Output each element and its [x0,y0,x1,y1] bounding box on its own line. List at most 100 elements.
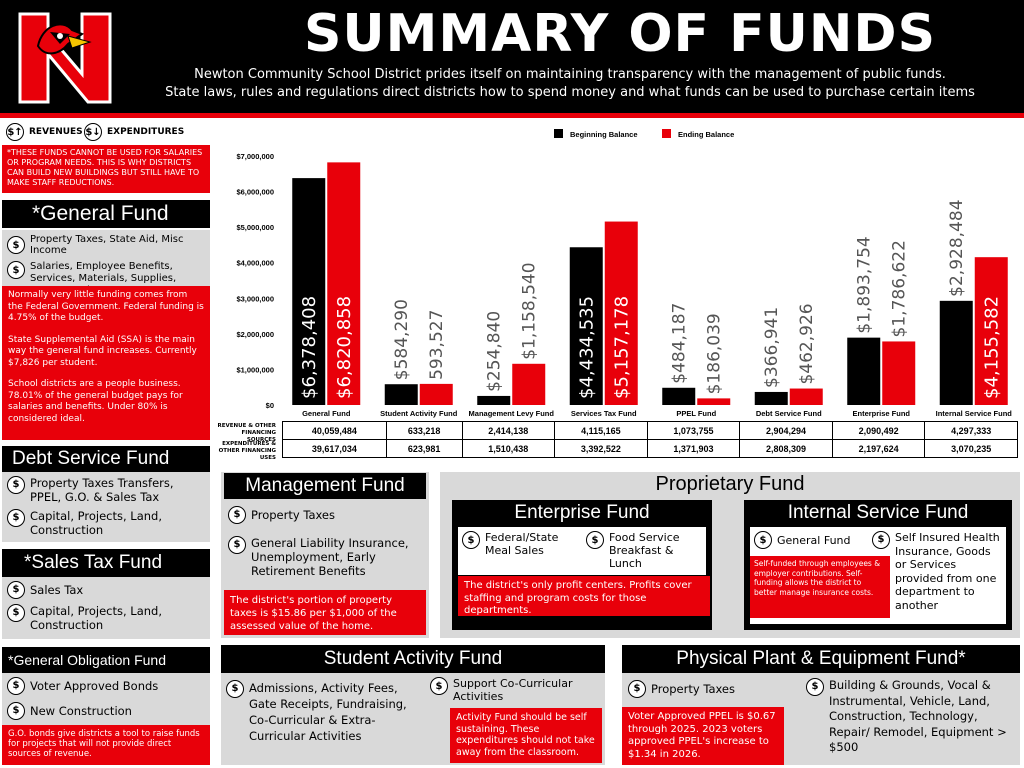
bar-ending [419,383,453,405]
header-divider [0,113,1024,118]
internal-expenditure: $ Self Insured Health Insurance, Goods or… [872,531,1002,612]
expenditure-dollar-icon: $ [228,536,246,554]
data-label: 593,527 [427,310,447,380]
financing-table: 40,059,484 633,218 2,414,138 4,115,165 1,073… [282,421,1018,458]
data-label: $462,926 [797,303,817,384]
bar-beginning [662,387,696,405]
bar-beginning [569,247,603,405]
go-fund-note: G.O. bonds give districts a tool to rais… [2,725,210,765]
data-label: $5,157,178 [611,296,632,399]
bar-beginning [939,300,973,405]
bar-ending [789,388,823,405]
internal-service-title: Internal Service Fund [787,502,969,523]
data-label: $1,158,540 [520,262,540,359]
student-activity-note: Activity Fund should be self sustaining.… [450,708,602,763]
expenditure-dollar-icon: $ [7,702,25,720]
data-label: $1,786,622 [890,240,910,337]
enterprise-fund-title: Enterprise Fund [514,502,650,523]
table-cell: 1,371,903 [646,439,741,458]
fund-balance-chart: $0 $1,000,000 $2,000,000 $3,000,000 $4,000,0… [236,129,1013,418]
student-activity-revenue: $ Admissions, Activity Fees, Gate Receipt… [226,680,422,744]
category-label: PPEL Fund [676,409,716,418]
revenue-dollar-icon: $ [228,506,246,524]
sales-tax-title: *Sales Tax Fund [2,549,210,577]
restriction-note: *THESE FUNDS CANNOT BE USED FOR SALARIES… [2,145,210,193]
table-cell: 2,197,624 [831,439,926,458]
table-cell: 633,218 [385,421,463,440]
bar-beginning [477,395,511,405]
debt-service-body: $ Property Taxes Transfers, PPEL, G.O. & … [2,472,210,542]
data-label: $584,290 [392,299,412,380]
data-label: $4,155,582 [981,296,1002,399]
revenue-dollar-icon: $ [226,680,244,698]
y-tick-label: $4,000,000 [236,259,274,268]
bar-beginning [292,178,326,405]
revenue-dollar-icon: $ [7,236,25,254]
revenue-dollar-icon: $ [628,680,646,698]
data-label: $6,378,408 [299,296,320,399]
expenditure-dollar-icon: $↓ [84,123,102,141]
page-subtitle: Newton Community School District prides … [165,67,975,100]
revenue-dollar-icon: $↑ [6,123,24,141]
bar-ending [327,162,361,405]
bar-ending [882,341,916,405]
internal-revenue: $ General Fund [754,531,851,549]
revenue-dollar-icon: $ [462,531,480,549]
ppel-revenue: $ Property Taxes [628,680,735,698]
bar-beginning [847,337,881,405]
bar-beginning [754,391,788,405]
enterprise-note: The district's only profit centers. Prof… [458,576,710,616]
student-activity-title: Student Activity Fund [221,645,605,673]
exp-label: EXPENDITURES & OTHER FINANCING USES [218,441,276,461]
page-title: SUMMARY OF FUNDS [303,4,937,64]
category-label: Services Tax Fund [571,409,637,418]
data-label: $1,893,754 [855,236,875,333]
table-cell: 39,617,034 [282,439,387,458]
bar-beginning [384,384,418,405]
proprietary-fund-title: Proprietary Fund [655,473,805,495]
enterprise-fund-inner [458,527,706,575]
revenues-row: 40,059,484 633,218 2,414,138 4,115,165 1,073… [282,421,1018,440]
table-cell: 3,392,522 [554,439,648,458]
ppel-note: Voter Approved PPEL is $0.67 through 202… [622,707,784,765]
general-fund-title: *General Fund [2,200,210,228]
revenue-dollar-icon: $ [754,531,772,549]
sales-tax-body: $ Sales Tax $ Capital, Projects, Land, Con… [2,577,210,639]
data-label: $254,840 [485,311,505,392]
enterprise-revenue: $ Federal/State Meal Sales [462,531,582,557]
data-label: $2,928,484 [947,199,967,296]
ppel-expenditure: $ Building & Grounds, Vocal & Instrumenta… [806,678,1016,756]
ppel-title: Physical Plant & Equipment Fund* [622,645,1020,673]
table-cell: 2,414,138 [461,421,556,440]
legend-revenues: $↑ REVENUES [6,123,83,141]
table-cell: 1,073,755 [646,421,741,440]
category-label: Management Levy Fund [469,409,555,418]
category-label: General Fund [302,409,351,418]
legend-expenditures: $↓ EXPENDITURES [84,123,184,141]
expenditure-dollar-icon: $ [586,531,604,549]
bar-ending [697,398,731,405]
category-label: Internal Service Fund [936,409,1013,418]
legend-label: Ending Balance [678,130,734,139]
category-label: Enterprise Fund [852,409,910,418]
data-label: $366,941 [762,307,782,388]
table-cell: 4,297,333 [924,421,1018,440]
expenditure-dollar-icon: $ [430,677,448,695]
internal-note: Self-funded through employees & employer… [750,556,890,618]
general-fund-body: $ Property Taxes, State Aid, Misc Income … [2,230,210,296]
table-cell: 40,059,484 [282,421,387,440]
category-label: Debt Service Fund [756,409,822,418]
expenditure-dollar-icon: $ [7,509,25,527]
expenditure-dollar-icon: $ [806,678,824,696]
management-note: The district's portion of property taxes… [224,590,426,635]
y-tick-label: $3,000,000 [236,294,274,303]
legend-swatch [662,129,671,138]
table-cell: 623,981 [385,439,463,458]
expenditure-dollar-icon: $ [7,604,25,622]
bar-ending [512,363,546,405]
expenditure-dollar-icon: $ [872,531,890,549]
management-revenue: $ Property Taxes [228,506,335,524]
y-tick-label: $0 [266,401,274,410]
go-fund-title: *General Obligation Fund [2,647,210,673]
y-tick-label: $2,000,000 [236,330,274,339]
